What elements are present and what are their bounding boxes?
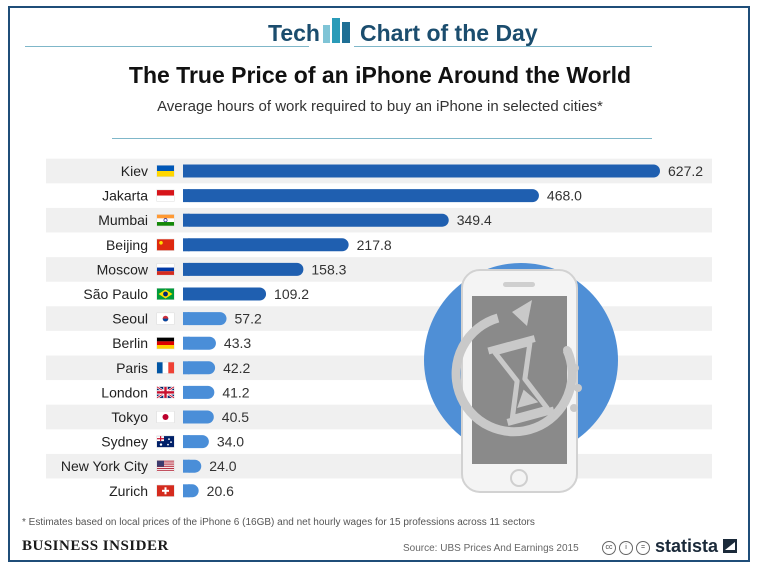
- category-label: Paris: [116, 360, 148, 376]
- category-label: Mumbai: [98, 212, 148, 228]
- category-label: Sydney: [101, 434, 148, 450]
- category-label: Beijing: [106, 237, 148, 253]
- china-flag-icon: [156, 238, 175, 251]
- bar: [183, 361, 216, 375]
- header-rule-right: [354, 46, 652, 47]
- chart-title: The True Price of an iPhone Around the W…: [128, 62, 632, 88]
- category-label: Kiev: [121, 163, 148, 179]
- chart-subtitle: Average hours of work required to buy an…: [157, 98, 603, 115]
- france-flag-icon: [156, 361, 175, 374]
- value-label: 109.2: [274, 286, 309, 302]
- value-label: 57.2: [235, 311, 262, 327]
- value-label: 349.4: [457, 212, 492, 228]
- bar-row-new-york-city: New York City 24.0: [61, 458, 237, 474]
- header-rule: [25, 46, 309, 47]
- value-label: 34.0: [217, 434, 244, 450]
- india-flag-icon: [156, 214, 175, 227]
- bar-row-london: London 41.2: [101, 384, 250, 400]
- value-label: 217.8: [357, 237, 392, 253]
- bar-row-zurich: Zurich 20.6: [109, 483, 234, 499]
- bar: [183, 336, 216, 350]
- category-label: Zurich: [109, 483, 148, 499]
- refresh-arrow-icon: [451, 313, 577, 437]
- bar-row-paris: Paris 42.2: [116, 360, 250, 376]
- bar: [183, 287, 267, 301]
- bar-row-beijing: Beijing 217.8: [106, 237, 392, 253]
- value-label: 43.3: [224, 335, 251, 351]
- category-label: Jakarta: [102, 188, 148, 204]
- cc-license-icon: cc: [602, 541, 616, 555]
- value-label: 41.2: [222, 384, 249, 400]
- uk-flag-icon: [156, 385, 175, 399]
- source-label: Source: UBS Prices And Earnings 2015: [403, 543, 579, 554]
- brand-tech-label: Tech: [268, 20, 320, 46]
- bar-row-tokyo: Tokyo 40.5: [111, 409, 249, 425]
- category-label: Tokyo: [111, 409, 148, 425]
- bar-row-berlin: Berlin 43.3: [112, 335, 251, 351]
- chart-logo-icon: [323, 18, 350, 43]
- phone-home-button: [510, 469, 528, 487]
- bar-row-jakarta: Jakarta 468.0: [102, 188, 582, 204]
- germany-flag-icon: [156, 337, 175, 350]
- australia-flag-icon: [156, 435, 175, 448]
- header: Tech Chart of the Day: [0, 6, 760, 46]
- category-label: New York City: [61, 458, 148, 474]
- indonesia-flag-icon: [156, 189, 175, 202]
- ukraine-flag-icon: [156, 165, 175, 177]
- bar: [183, 262, 304, 276]
- value-label: 158.3: [311, 261, 346, 277]
- iphone-illustration: [424, 263, 618, 493]
- switzerland-flag-icon: [156, 484, 175, 497]
- south-korea-flag-icon: [156, 312, 175, 325]
- value-label: 40.5: [222, 409, 249, 425]
- no-derivatives-icon: =: [636, 541, 650, 555]
- bar: [183, 312, 227, 326]
- bar: [183, 238, 349, 252]
- category-label: Moscow: [97, 261, 149, 277]
- hourglass-icon: [487, 335, 555, 426]
- bar-row-seoul: Seoul 57.2: [112, 311, 262, 327]
- business-insider-logo: BUSINESS INSIDER: [22, 538, 169, 554]
- bar: [183, 213, 449, 227]
- usa-flag-icon: [156, 460, 175, 473]
- category-label: London: [101, 384, 148, 400]
- attribution-icon: i: [619, 541, 633, 555]
- bar-row-sydney: Sydney 34.0: [101, 434, 244, 450]
- brand-chart-of-the-day-label: Chart of the Day: [360, 20, 538, 46]
- category-label: Seoul: [112, 311, 148, 327]
- brazil-flag-icon: [156, 288, 175, 300]
- bar: [183, 385, 215, 399]
- title-rule: [112, 138, 652, 139]
- category-label: Berlin: [112, 335, 148, 351]
- bar: [183, 189, 539, 203]
- value-label: 468.0: [547, 188, 582, 204]
- bar-row-kiev: Kiev 627.2: [121, 163, 703, 179]
- value-label: 20.6: [207, 483, 234, 499]
- statista-wordmark: statista: [655, 536, 719, 556]
- japan-flag-icon: [156, 411, 175, 423]
- value-label: 24.0: [209, 458, 236, 474]
- statista-logo: statista: [655, 536, 738, 557]
- footnote: * Estimates based on local prices of the…: [22, 517, 535, 528]
- bar-row-mumbai: Mumbai 349.4: [98, 212, 492, 228]
- phone-speaker: [503, 282, 535, 287]
- russia-flag-icon: [156, 263, 175, 276]
- value-label: 627.2: [668, 163, 703, 179]
- bar-row-sao-paulo: São Paulo 109.2: [83, 286, 309, 302]
- bar-row-moscow: Moscow 158.3: [97, 261, 347, 277]
- bar: [183, 164, 660, 178]
- category-label: São Paulo: [83, 286, 148, 302]
- bar: [183, 410, 214, 424]
- value-label: 42.2: [223, 360, 250, 376]
- statista-mark-icon: [723, 539, 738, 553]
